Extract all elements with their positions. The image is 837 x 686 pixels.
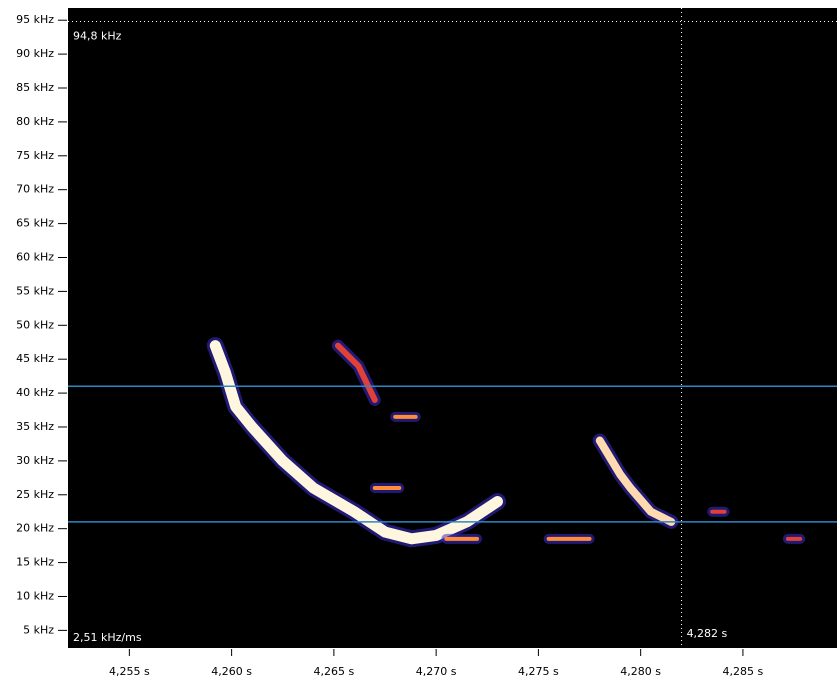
y-tick-label: 35 kHz xyxy=(16,420,54,433)
x-tick-label: 4,255 s xyxy=(109,665,150,678)
slope-annotation: 2,51 kHz/ms xyxy=(73,631,142,644)
y-tick-label: 90 kHz xyxy=(16,47,54,60)
y-tick-label: 50 kHz xyxy=(16,318,54,331)
y-tick-label: 5 kHz xyxy=(23,623,54,636)
y-tick-label: 55 kHz xyxy=(16,284,54,297)
call-contour xyxy=(334,342,378,403)
call-contour xyxy=(595,436,676,526)
x-tick-label: 4,265 s xyxy=(314,665,355,678)
plot-area xyxy=(68,8,837,648)
y-tick-label: 75 kHz xyxy=(16,149,54,162)
y-tick-label: 30 kHz xyxy=(16,454,54,467)
cursor-x-label: 4,282 s xyxy=(687,627,728,640)
y-tick-label: 40 kHz xyxy=(16,386,54,399)
x-tick-label: 4,260 s xyxy=(211,665,252,678)
y-tick-label: 60 kHz xyxy=(16,250,54,263)
x-tick-label: 4,280 s xyxy=(620,665,661,678)
y-tick-label: 25 kHz xyxy=(16,488,54,501)
y-tick-label: 15 kHz xyxy=(16,556,54,569)
y-tick-label: 70 kHz xyxy=(16,183,54,196)
x-tick-label: 4,270 s xyxy=(416,665,457,678)
y-tick-label: 20 kHz xyxy=(16,522,54,535)
x-tick-label: 4,275 s xyxy=(518,665,559,678)
cursor-y-label: 94,8 kHz xyxy=(73,30,122,43)
call-contour xyxy=(209,340,503,545)
y-tick-label: 85 kHz xyxy=(16,81,54,94)
y-tick-label: 45 kHz xyxy=(16,352,54,365)
y-tick-label: 65 kHz xyxy=(16,217,54,230)
y-tick-label: 80 kHz xyxy=(16,115,54,128)
y-tick-label: 95 kHz xyxy=(16,13,54,26)
y-tick-label: 10 kHz xyxy=(16,589,54,602)
x-tick-label: 4,285 s xyxy=(723,665,764,678)
